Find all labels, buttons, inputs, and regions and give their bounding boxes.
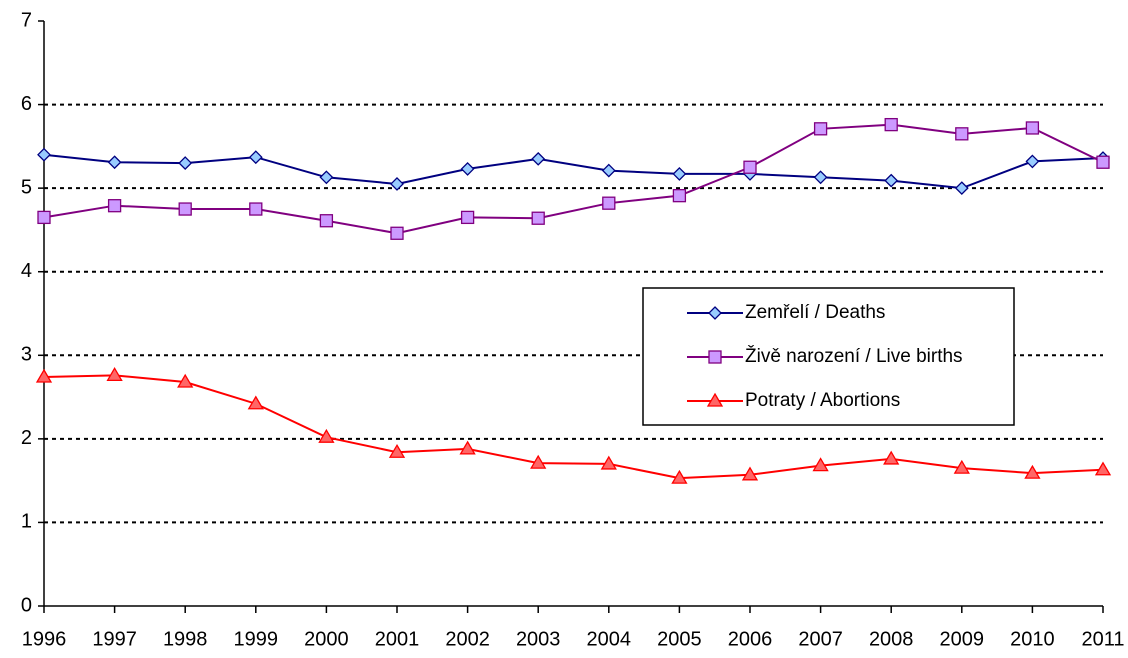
- y-tick-label: 5: [21, 176, 32, 198]
- y-tick-label: 6: [21, 93, 32, 115]
- x-tick-label: 1996: [22, 628, 67, 650]
- x-tick-label: 2011: [1081, 628, 1124, 650]
- marker: [1094, 461, 1112, 476]
- legend-label: Potraty / Abortions: [745, 390, 900, 411]
- marker: [1024, 464, 1041, 479]
- marker: [319, 214, 334, 228]
- marker: [460, 162, 475, 176]
- y-tick-label: 7: [21, 9, 32, 31]
- marker: [107, 199, 122, 213]
- marker: [178, 202, 192, 216]
- y-tick-label: 0: [21, 594, 32, 616]
- marker: [884, 173, 899, 188]
- marker: [249, 202, 263, 216]
- marker: [1096, 155, 1110, 169]
- y-tick-label: 3: [21, 344, 32, 366]
- x-tick-label: 2001: [375, 628, 420, 650]
- marker: [388, 443, 406, 458]
- marker: [812, 457, 829, 472]
- marker: [708, 306, 722, 320]
- marker: [883, 450, 900, 465]
- marker: [955, 127, 969, 141]
- marker: [813, 122, 828, 136]
- x-tick-label: 2006: [728, 628, 773, 650]
- marker: [37, 210, 51, 225]
- marker: [35, 368, 53, 383]
- marker: [672, 167, 687, 181]
- x-tick-label: 1999: [234, 628, 279, 650]
- marker: [741, 466, 759, 481]
- marker: [1025, 154, 1040, 169]
- y-tick-label: 2: [21, 427, 32, 449]
- marker: [177, 373, 194, 388]
- marker: [672, 189, 687, 203]
- marker: [706, 392, 724, 407]
- marker: [708, 350, 722, 364]
- marker: [953, 459, 970, 474]
- marker: [390, 177, 404, 191]
- x-tick-label: 2004: [587, 628, 632, 650]
- marker: [248, 150, 263, 165]
- marker: [318, 428, 335, 443]
- marker: [530, 454, 547, 469]
- legend: Zemřelí / Deaths Živě narození / Live bir…: [642, 287, 1015, 426]
- marker: [813, 170, 828, 185]
- legend-label: Zemřelí / Deaths: [745, 302, 885, 323]
- marker: [106, 367, 123, 381]
- legend-label: Živě narození / Live births: [745, 345, 963, 367]
- x-tick-label: 2005: [657, 628, 702, 650]
- marker: [247, 395, 264, 410]
- marker: [178, 156, 193, 170]
- x-tick-label: 2000: [304, 628, 349, 650]
- x-tick-label: 2003: [516, 628, 561, 650]
- marker: [531, 211, 545, 225]
- marker: [531, 151, 546, 166]
- x-tick-label: 2008: [869, 628, 914, 650]
- series-line: [43, 123, 1104, 235]
- y-tick-label: 4: [21, 260, 32, 282]
- marker: [37, 147, 51, 162]
- marker: [319, 170, 334, 185]
- x-tick-label: 2009: [940, 628, 985, 650]
- x-tick-label: 2002: [445, 628, 490, 650]
- x-tick-label: 1997: [92, 628, 137, 650]
- marker: [743, 160, 757, 174]
- marker: [671, 469, 688, 484]
- x-tick-label: 2007: [798, 628, 843, 650]
- marker: [602, 196, 616, 210]
- series-line: [43, 374, 1104, 480]
- marker: [954, 181, 969, 196]
- marker: [460, 210, 475, 225]
- y-tick-label: 1: [21, 511, 32, 533]
- series-line: [43, 153, 1104, 190]
- marker: [107, 155, 122, 170]
- marker: [390, 226, 404, 240]
- x-tick-label: 1998: [163, 628, 208, 650]
- marker: [459, 440, 476, 455]
- x-tick-label: 2010: [1010, 628, 1055, 650]
- marker: [884, 117, 898, 132]
- marker: [1025, 121, 1040, 135]
- marker: [600, 455, 617, 470]
- marker: [601, 163, 616, 178]
